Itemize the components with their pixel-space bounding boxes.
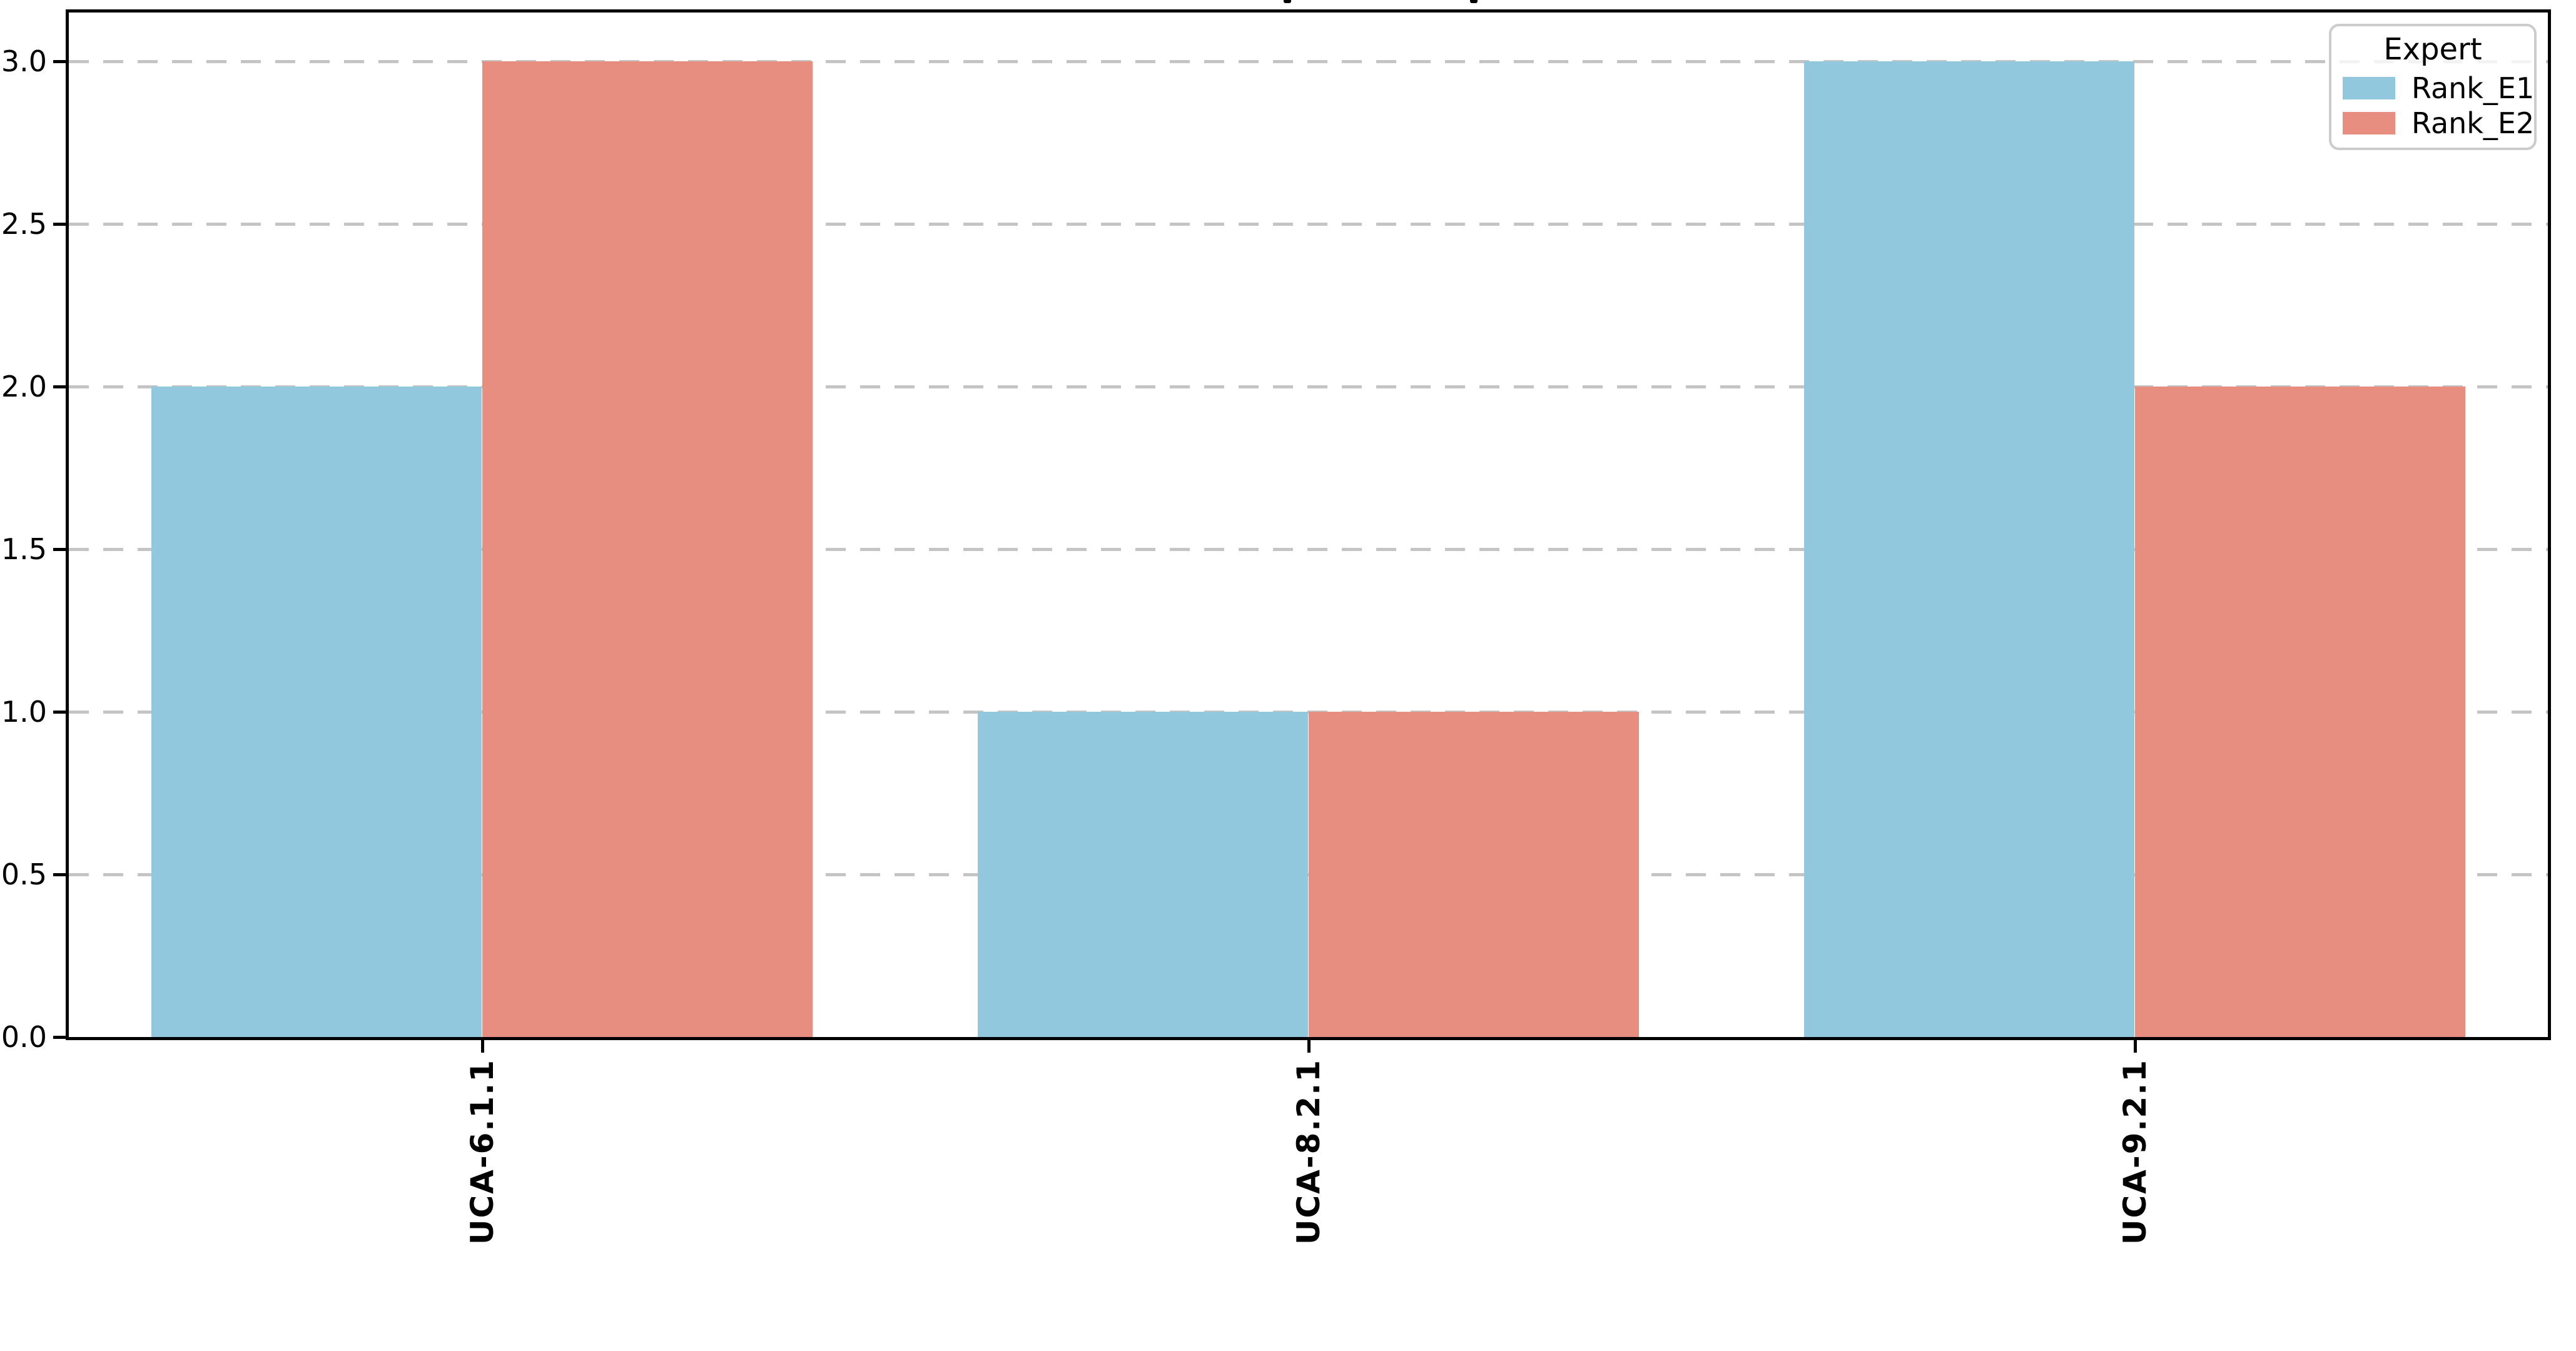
legend-swatch-Rank_E1: [2343, 77, 2395, 99]
x-tick-label: UCA-9.2.1: [2116, 1059, 2153, 1245]
legend-label: Rank_E1: [2411, 71, 2535, 105]
bar-UCA-6.1.1-Rank_E2: [482, 61, 813, 1037]
y-tick-mark: [53, 1036, 66, 1039]
y-tick-label: 2.5: [1, 207, 47, 241]
legend-entry-Rank_E1: Rank_E1: [2343, 74, 2534, 103]
y-tick-label: 0.5: [1, 858, 47, 891]
bar-UCA-9.2.1-Rank_E1: [1804, 61, 2135, 1037]
bar-UCA-6.1.1-Rank_E1: [151, 387, 482, 1037]
y-tick-mark: [53, 223, 66, 226]
y-tick-label: 1.0: [1, 695, 47, 729]
cropped-title-artifact: [1470, 0, 1478, 3]
bar-UCA-9.2.1-Rank_E2: [2134, 387, 2465, 1037]
legend: Expert Rank_E1 Rank_E2: [2329, 24, 2537, 150]
y-tick-label: 1.5: [1, 532, 47, 566]
legend-label: Rank_E2: [2411, 106, 2535, 140]
cropped-title-artifact: [1284, 0, 1291, 3]
legend-swatch-Rank_E2: [2343, 112, 2395, 134]
gridline-y-2.0: [69, 385, 2548, 388]
gridline-y-1.5: [69, 548, 2548, 551]
legend-title: Expert: [2383, 32, 2482, 67]
figure: 0.0 0.5 1.0 1.5 2.0 2.5 3.0 UCA-6.1.1 UCA-8.2.1 U…: [1, 9, 2551, 1245]
bar-UCA-8.2.1-Rank_E1: [978, 712, 1309, 1037]
legend-entry-Rank_E2: Rank_E2: [2343, 109, 2534, 138]
y-tick-mark: [53, 873, 66, 876]
y-tick-label: 3.0: [1, 44, 47, 78]
bar-UCA-8.2.1-Rank_E2: [1308, 712, 1639, 1037]
x-tick-mark: [1307, 1040, 1311, 1053]
gridline-y-3.0: [69, 60, 2548, 63]
x-tick-label: UCA-8.2.1: [1290, 1059, 1327, 1245]
y-tick-mark: [53, 711, 66, 714]
y-tick-mark: [53, 385, 66, 388]
y-tick-mark: [53, 60, 66, 63]
y-tick-mark: [53, 548, 66, 551]
y-tick-label: 0.0: [1, 1020, 47, 1054]
x-tick-mark: [2133, 1040, 2137, 1053]
y-tick-label: 2.0: [1, 370, 47, 403]
x-tick-label: UCA-6.1.1: [464, 1059, 500, 1245]
x-tick-mark: [480, 1040, 484, 1053]
gridline-y-2.5: [69, 223, 2548, 226]
plot-area: [66, 9, 2551, 1040]
